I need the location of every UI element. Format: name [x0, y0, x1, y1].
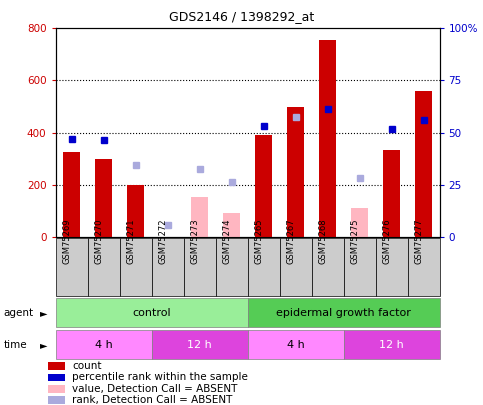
Bar	[287, 107, 304, 237]
Bar	[255, 135, 272, 237]
Bar	[48, 373, 65, 382]
Bar	[408, 238, 440, 296]
Text: GSM75265: GSM75265	[255, 218, 264, 264]
Text: GSM75275: GSM75275	[351, 218, 359, 264]
Bar	[48, 396, 65, 404]
Bar	[351, 208, 369, 237]
Text: GSM75268: GSM75268	[318, 218, 327, 264]
Bar	[376, 238, 408, 296]
Text: percentile rank within the sample: percentile rank within the sample	[72, 373, 248, 382]
Bar	[56, 238, 87, 296]
Text: GSM75267: GSM75267	[286, 218, 296, 264]
Text: 12 h: 12 h	[187, 340, 212, 350]
Text: time: time	[4, 340, 28, 350]
Text: GSM75274: GSM75274	[223, 218, 231, 264]
Bar	[56, 330, 152, 359]
Bar	[56, 298, 248, 327]
Bar	[343, 238, 376, 296]
Text: 4 h: 4 h	[287, 340, 304, 350]
Text: ►: ►	[40, 340, 48, 350]
Text: ►: ►	[40, 308, 48, 318]
Bar	[248, 298, 440, 327]
Bar	[120, 238, 152, 296]
Text: GSM75271: GSM75271	[127, 218, 136, 264]
Bar	[280, 238, 312, 296]
Bar	[127, 185, 144, 237]
Text: epidermal growth factor: epidermal growth factor	[276, 308, 411, 318]
Bar	[343, 330, 440, 359]
Bar	[248, 238, 280, 296]
Text: control: control	[132, 308, 171, 318]
Text: rank, Detection Call = ABSENT: rank, Detection Call = ABSENT	[72, 395, 232, 405]
Bar	[95, 159, 113, 237]
Bar	[215, 238, 248, 296]
Text: GSM75269: GSM75269	[62, 218, 71, 264]
Text: 12 h: 12 h	[379, 340, 404, 350]
Text: count: count	[72, 361, 101, 371]
Text: GSM75272: GSM75272	[158, 218, 168, 264]
Bar	[312, 238, 343, 296]
Bar	[152, 330, 248, 359]
Text: value, Detection Call = ABSENT: value, Detection Call = ABSENT	[72, 384, 238, 394]
Text: agent: agent	[4, 308, 34, 318]
Bar	[191, 196, 208, 237]
Bar	[383, 149, 400, 237]
Bar	[48, 385, 65, 393]
Text: GSM75276: GSM75276	[383, 218, 392, 264]
Bar	[87, 238, 120, 296]
Text: GDS2146 / 1398292_at: GDS2146 / 1398292_at	[169, 11, 314, 23]
Bar	[319, 40, 336, 237]
Text: GSM75277: GSM75277	[414, 218, 424, 264]
Text: GSM75270: GSM75270	[95, 218, 103, 264]
Text: 4 h: 4 h	[95, 340, 113, 350]
Bar	[63, 152, 80, 237]
Bar	[415, 91, 432, 237]
Bar	[184, 238, 215, 296]
Bar	[152, 238, 184, 296]
Bar	[223, 213, 241, 237]
Bar	[48, 362, 65, 370]
Bar	[248, 330, 343, 359]
Text: GSM75273: GSM75273	[190, 218, 199, 264]
